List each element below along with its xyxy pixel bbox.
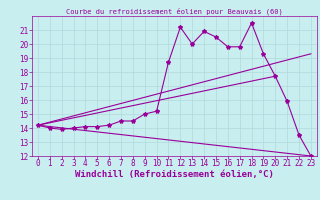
X-axis label: Windchill (Refroidissement éolien,°C): Windchill (Refroidissement éolien,°C) <box>75 170 274 179</box>
Text: Courbe du refroidissement éolien pour Beauvais (60): Courbe du refroidissement éolien pour Be… <box>66 7 283 15</box>
